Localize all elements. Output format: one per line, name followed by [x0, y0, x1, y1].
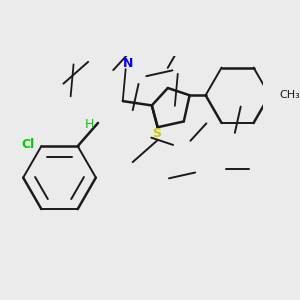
Text: CH₃: CH₃	[280, 90, 300, 100]
Text: S: S	[152, 127, 161, 140]
Text: H: H	[85, 118, 94, 131]
Text: Cl: Cl	[22, 138, 35, 151]
Text: N: N	[123, 57, 133, 70]
